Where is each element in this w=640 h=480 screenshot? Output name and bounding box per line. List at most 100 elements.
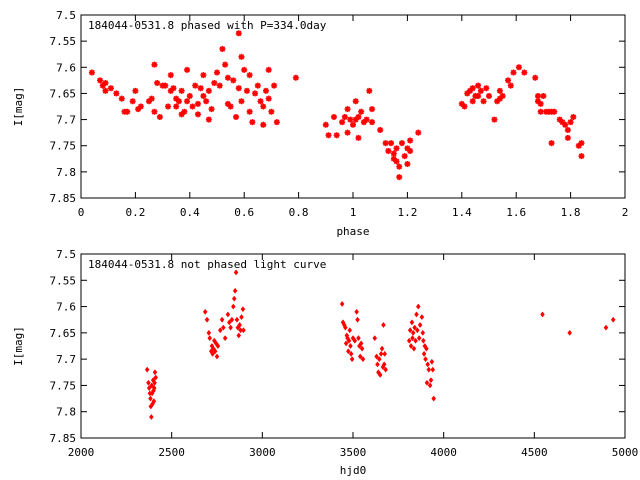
data-point (135, 106, 142, 113)
data-point (178, 111, 185, 118)
data-point (366, 87, 373, 94)
data-point (396, 174, 403, 181)
data-point (97, 77, 104, 84)
data-point (149, 382, 155, 389)
data-point (235, 30, 242, 37)
data-point (235, 85, 242, 92)
data-point (477, 87, 484, 94)
data-point (132, 87, 139, 94)
data-point (345, 348, 351, 355)
data-point (339, 300, 345, 307)
data-point (148, 95, 155, 102)
data-point (424, 345, 429, 352)
plot-title: 184044-0531.8 phased with P=334.0day (88, 19, 327, 32)
data-point (233, 113, 240, 120)
y-tick-label: 7.75 (50, 379, 77, 392)
data-point (204, 316, 210, 323)
data-point (415, 129, 422, 136)
data-point (381, 361, 387, 368)
data-point (411, 345, 417, 352)
data-point (420, 329, 426, 336)
data-point (496, 87, 503, 94)
data-point (227, 319, 232, 326)
data-point (428, 377, 434, 384)
data-point (575, 142, 582, 149)
data-point (494, 98, 501, 105)
data-point (352, 116, 359, 123)
data-point (153, 374, 159, 381)
data-point (222, 335, 228, 342)
y-axis-label: I[mag] (12, 87, 25, 127)
data-point (227, 103, 234, 110)
data-point (407, 147, 414, 154)
data-point (567, 119, 574, 126)
data-point (352, 337, 358, 344)
data-point (189, 103, 196, 110)
phased-light-curve-panel: 7.57.557.67.657.77.757.87.85 0 0.2 0.4 0.6 0… (12, 9, 628, 238)
data-point (194, 100, 201, 107)
x-tick-label: 1.2 (397, 206, 417, 219)
data-point (200, 72, 207, 79)
data-point (241, 327, 246, 334)
data-point (265, 66, 272, 73)
data-point (510, 69, 517, 76)
data-point (137, 103, 144, 110)
data-point (396, 163, 403, 170)
data-point (483, 85, 490, 92)
x-tick-label: 0.8 (289, 206, 309, 219)
x-axis-ticks: 2000 2500 3000 3500 4000 4500 5000 (68, 254, 639, 459)
data-point (146, 385, 152, 392)
x-tick-label: 2000 (68, 446, 95, 459)
data-point (222, 61, 229, 68)
data-point (348, 342, 353, 350)
data-point (383, 366, 388, 373)
data-point (375, 361, 380, 368)
data-point (146, 98, 152, 105)
data-point (356, 335, 361, 342)
y-tick-label: 7.7 (56, 353, 76, 366)
data-point (205, 87, 212, 94)
data-point (559, 119, 566, 126)
data-point (354, 308, 359, 315)
data-point (219, 45, 226, 52)
data-point (240, 306, 246, 313)
data-point (217, 327, 223, 334)
y-tick-label: 7.8 (56, 406, 76, 419)
data-point (149, 413, 154, 420)
data-point (359, 345, 365, 352)
data-point (233, 269, 239, 276)
data-point (404, 145, 411, 152)
data-point (167, 87, 174, 94)
data-point (507, 82, 514, 89)
data-point (499, 93, 506, 100)
data-point (358, 108, 365, 115)
data-point (175, 98, 182, 105)
data-point (377, 371, 383, 378)
x-tick-label: 2 (622, 206, 629, 219)
data-point (239, 314, 244, 321)
data-point (486, 93, 492, 100)
y-tick-label: 7.6 (56, 61, 76, 74)
data-point (236, 332, 242, 339)
data-point (461, 103, 468, 110)
data-point (404, 161, 411, 168)
data-point (410, 335, 415, 342)
data-point (414, 311, 419, 318)
x-tick-label: 5000 (612, 446, 639, 459)
data-point (350, 121, 356, 128)
data-point (265, 95, 272, 102)
data-point (162, 82, 169, 89)
data-point (129, 98, 136, 105)
data-point (578, 153, 585, 160)
data-point (252, 90, 259, 97)
data-point (407, 137, 414, 144)
data-point (355, 134, 362, 141)
x-axis-label: hjd0 (340, 464, 367, 477)
x-tick-label: 0 (78, 206, 85, 219)
data-point (224, 74, 231, 81)
data-point (369, 119, 376, 126)
data-point (262, 87, 269, 94)
y-tick-label: 7.5 (56, 248, 76, 261)
y-tick-label: 7.55 (50, 35, 77, 48)
data-point (203, 98, 210, 105)
